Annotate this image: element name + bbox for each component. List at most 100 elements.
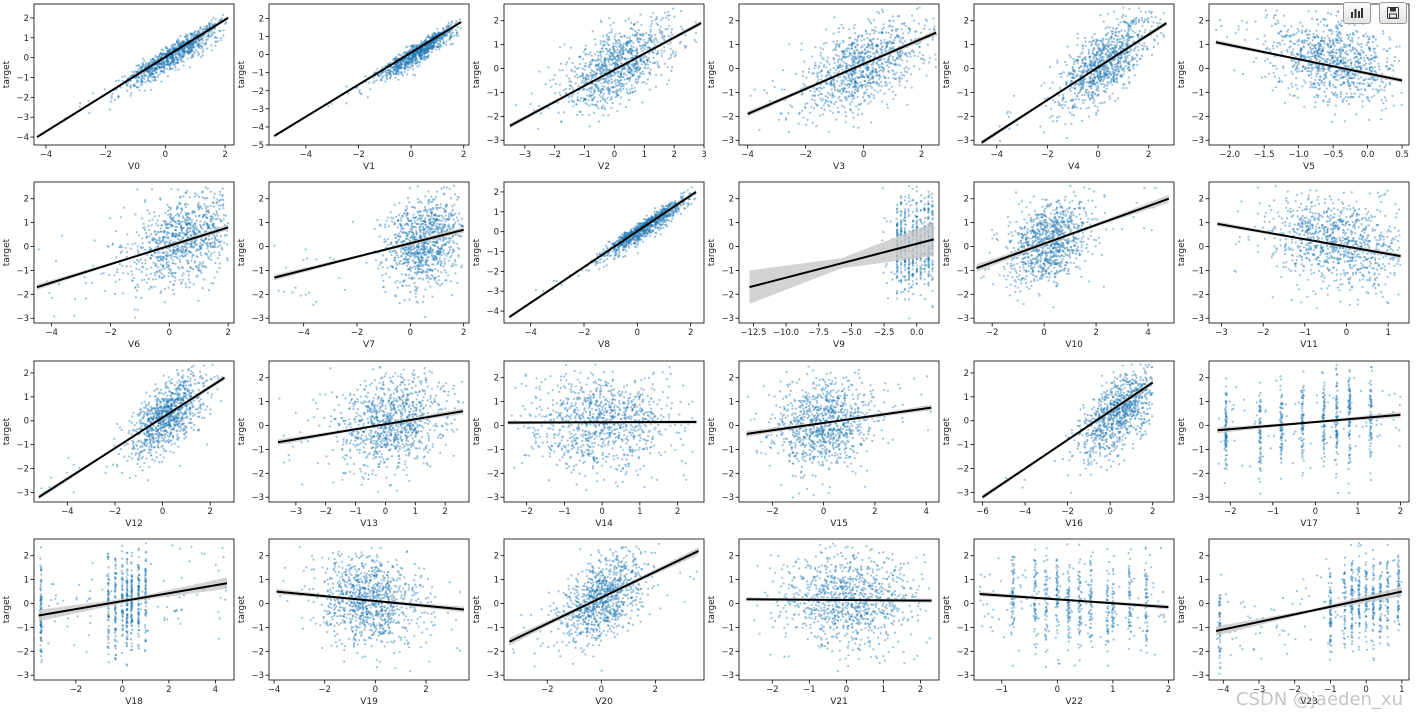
data-point	[854, 69, 856, 71]
data-point	[839, 66, 841, 68]
data-point	[819, 114, 821, 116]
data-point	[640, 47, 642, 49]
x-tick-label: 2	[919, 150, 924, 160]
data-point	[848, 48, 850, 50]
data-point	[167, 60, 169, 62]
data-point	[1088, 116, 1090, 118]
data-point	[418, 64, 420, 66]
data-point	[903, 74, 905, 76]
data-point	[634, 30, 636, 32]
data-point	[883, 26, 885, 28]
data-point	[1089, 98, 1091, 100]
data-point	[891, 86, 893, 88]
data-point	[870, 82, 872, 84]
data-point	[883, 93, 885, 95]
data-point	[570, 47, 572, 49]
data-point	[110, 101, 112, 103]
data-point	[852, 112, 854, 114]
data-point	[878, 59, 880, 61]
data-point	[196, 31, 198, 33]
data-point	[643, 48, 645, 50]
data-point	[868, 79, 870, 81]
data-point	[785, 117, 787, 119]
data-point	[141, 79, 143, 81]
data-point	[862, 76, 864, 78]
data-point	[136, 87, 138, 89]
data-point	[660, 26, 662, 28]
data-point	[131, 71, 133, 73]
data-point	[670, 42, 672, 44]
data-point	[855, 46, 857, 48]
data-point	[609, 99, 611, 101]
data-point	[613, 86, 615, 88]
data-point	[888, 71, 890, 73]
data-point	[390, 66, 392, 68]
data-point	[608, 36, 610, 38]
data-point	[1016, 124, 1018, 126]
data-point	[632, 34, 634, 36]
data-point	[405, 65, 407, 67]
data-point	[825, 99, 827, 101]
data-point	[900, 54, 902, 56]
data-point	[1112, 76, 1114, 78]
data-point	[211, 24, 213, 26]
data-point	[620, 96, 622, 98]
x-tick-label: −2	[799, 150, 812, 160]
data-point	[641, 63, 643, 65]
data-point	[369, 88, 371, 90]
data-point	[643, 45, 645, 47]
data-point	[862, 51, 864, 53]
data-point	[376, 68, 378, 70]
data-point	[1106, 77, 1108, 79]
data-point	[1104, 27, 1106, 29]
data-point	[850, 53, 852, 55]
data-point	[1116, 77, 1118, 79]
data-point	[791, 106, 793, 108]
data-point	[648, 71, 650, 73]
data-point	[574, 66, 576, 68]
data-point	[855, 49, 857, 51]
data-point	[809, 90, 811, 92]
data-point	[175, 69, 177, 71]
data-point	[835, 69, 837, 71]
data-point	[861, 87, 863, 89]
data-point	[617, 75, 619, 77]
data-point	[898, 84, 900, 86]
data-point	[668, 79, 670, 81]
data-point	[660, 30, 662, 32]
data-point	[1116, 65, 1118, 67]
data-point	[1111, 41, 1113, 43]
data-point	[634, 23, 636, 25]
data-point	[1063, 71, 1065, 73]
data-point	[1163, 12, 1165, 14]
data-point	[607, 114, 609, 116]
x-tick-label: 3	[701, 150, 706, 160]
data-point	[675, 51, 677, 53]
data-point	[670, 48, 672, 50]
data-point	[88, 112, 90, 114]
data-point	[161, 70, 163, 72]
data-point	[1119, 62, 1121, 64]
data-point	[1117, 35, 1119, 37]
data-point	[164, 68, 166, 70]
data-point	[204, 44, 206, 46]
data-point	[934, 53, 936, 55]
data-point	[402, 61, 404, 63]
data-point	[671, 34, 673, 36]
data-point	[1008, 116, 1010, 118]
data-point	[897, 35, 899, 37]
data-point	[585, 54, 587, 56]
data-point	[829, 94, 831, 96]
data-point	[901, 59, 903, 61]
data-point	[112, 93, 114, 95]
data-point	[591, 55, 593, 57]
data-point	[609, 90, 611, 92]
data-point	[1093, 100, 1095, 102]
data-point	[1067, 75, 1069, 77]
data-point	[853, 117, 855, 119]
data-point	[214, 45, 216, 47]
data-point	[1072, 76, 1074, 78]
data-point	[628, 71, 630, 73]
data-point	[645, 56, 647, 58]
data-point	[636, 82, 638, 84]
